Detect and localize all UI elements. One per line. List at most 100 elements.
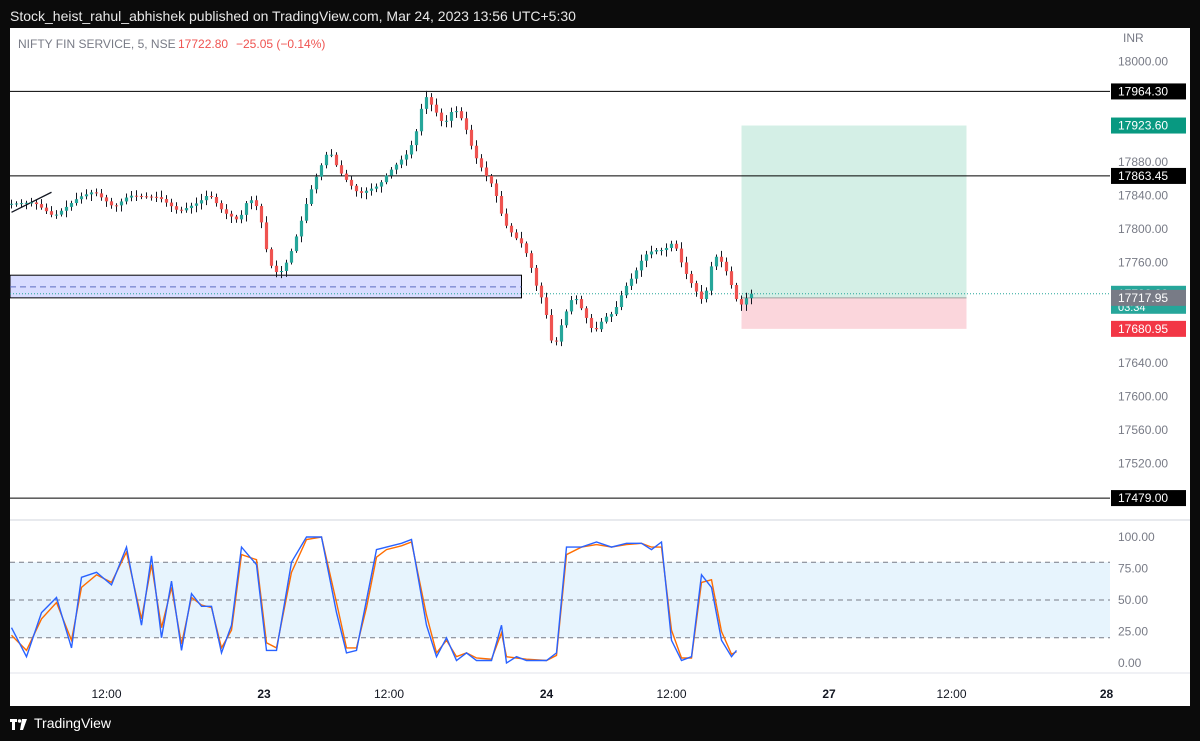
candle-down xyxy=(429,97,434,105)
chart-canvas[interactable]: 18000.00 17880.00 17840.00 17800.00 17760.00… xyxy=(10,28,1190,706)
candle-up xyxy=(564,311,569,326)
candle-up xyxy=(414,131,419,146)
candle-up xyxy=(749,293,754,299)
chart-frame[interactable]: 18000.00 17880.00 17840.00 17800.00 17760.00… xyxy=(10,28,1190,706)
candle-up xyxy=(284,262,289,271)
candle-up xyxy=(424,97,429,109)
candle-up xyxy=(289,251,294,263)
candle-down xyxy=(734,285,739,300)
candle-down xyxy=(139,196,144,198)
candle-up xyxy=(304,203,309,221)
time-axis-tick: 12:00 xyxy=(936,687,966,701)
legend-last-price: 17722.80 xyxy=(178,37,228,51)
price-axis-tick: 17640.00 xyxy=(1118,356,1168,370)
candle-up xyxy=(14,203,19,205)
candle-down xyxy=(104,197,109,202)
price-axis-tick: 18000.00 xyxy=(1118,55,1168,69)
candle-down xyxy=(179,209,184,211)
candle-down xyxy=(739,299,744,305)
candle-up xyxy=(629,278,634,286)
candle-down xyxy=(164,199,169,203)
candle-down xyxy=(679,248,684,263)
candle-up xyxy=(249,200,254,204)
zones-layer xyxy=(10,125,967,329)
candle-up xyxy=(129,195,134,198)
price-label-box xyxy=(1111,83,1186,100)
candle-up xyxy=(189,205,194,209)
price-label-box xyxy=(1111,320,1186,337)
candle-down xyxy=(689,273,694,284)
legend-layer: NIFTY FIN SERVICE, 5, NSE 17722.80 −25.0… xyxy=(18,37,325,51)
candle-up xyxy=(669,243,674,248)
candle-down xyxy=(229,213,234,217)
candle-up xyxy=(279,271,284,273)
candle-up xyxy=(204,196,209,201)
candle-up xyxy=(194,203,199,206)
candle-up xyxy=(389,169,394,176)
candle-up xyxy=(409,145,414,155)
price-label-text: 17680.95 xyxy=(1118,322,1168,336)
candle-down xyxy=(729,271,734,286)
candle-down xyxy=(44,207,49,212)
candle-down xyxy=(504,213,509,226)
candle-up xyxy=(314,176,319,190)
candle-down xyxy=(254,200,259,207)
stochastic-layer xyxy=(10,519,1190,665)
candle-down xyxy=(549,314,554,341)
candle-down xyxy=(684,262,689,274)
candle-down xyxy=(259,206,264,223)
stochastic-axis-tick: 50.00 xyxy=(1118,593,1148,607)
stochastic-axis-tick: 75.00 xyxy=(1118,562,1148,576)
time-axis-tick: 12:00 xyxy=(91,687,121,701)
candle-down xyxy=(94,192,99,194)
stochastic-axis-tick: 25.00 xyxy=(1118,625,1148,639)
candle-up xyxy=(704,290,709,300)
candles-layer xyxy=(10,90,754,347)
candle-up xyxy=(119,201,124,206)
price-axis-tick: 17840.00 xyxy=(1118,189,1168,203)
candle-up xyxy=(444,120,449,122)
candle-up xyxy=(379,182,384,187)
candle-down xyxy=(524,243,529,254)
candle-down xyxy=(499,196,504,214)
candle-down xyxy=(354,185,359,192)
price-axis-tick: 17800.00 xyxy=(1118,222,1168,236)
stochastic-axis-tick: 100.00 xyxy=(1118,530,1155,544)
candle-down xyxy=(439,112,444,122)
candle-up xyxy=(364,190,369,193)
candle-up xyxy=(199,200,204,204)
candle-up xyxy=(244,203,249,215)
candle-down xyxy=(474,145,479,159)
price-label-text: 17479.00 xyxy=(1118,491,1168,505)
stop-loss-zone xyxy=(741,297,967,329)
candle-down xyxy=(539,285,544,298)
candle-up xyxy=(634,270,639,279)
time-axis-tick: 12:00 xyxy=(374,687,404,701)
candle-down xyxy=(274,265,279,273)
candle-up xyxy=(74,199,79,204)
candle-down xyxy=(159,197,164,200)
candle-up xyxy=(419,108,424,132)
candle-down xyxy=(544,297,549,315)
candle-up xyxy=(59,210,64,215)
candle-down xyxy=(534,267,539,286)
target-zone xyxy=(741,125,967,298)
price-label-text: 17964.30 xyxy=(1118,84,1168,98)
candle-up xyxy=(69,203,74,207)
price-label-text: 17863.45 xyxy=(1118,169,1168,183)
candle-down xyxy=(134,195,139,197)
time-axis-tick: 23 xyxy=(257,687,271,701)
axes-layer: 18000.00 17880.00 17840.00 17800.00 17760.00… xyxy=(10,31,1190,701)
price-label-box xyxy=(1111,490,1186,507)
legend-change: −25.05 (−0.14%) xyxy=(236,37,325,51)
candle-down xyxy=(209,196,214,198)
candle-up xyxy=(24,202,29,204)
candle-down xyxy=(589,317,594,328)
candle-down xyxy=(174,206,179,210)
candle-down xyxy=(214,196,219,204)
candle-up xyxy=(599,321,604,330)
candle-down xyxy=(724,261,729,272)
price-label-box xyxy=(1111,117,1186,134)
currency-label: INR xyxy=(1123,31,1144,45)
candle-up xyxy=(384,175,389,183)
